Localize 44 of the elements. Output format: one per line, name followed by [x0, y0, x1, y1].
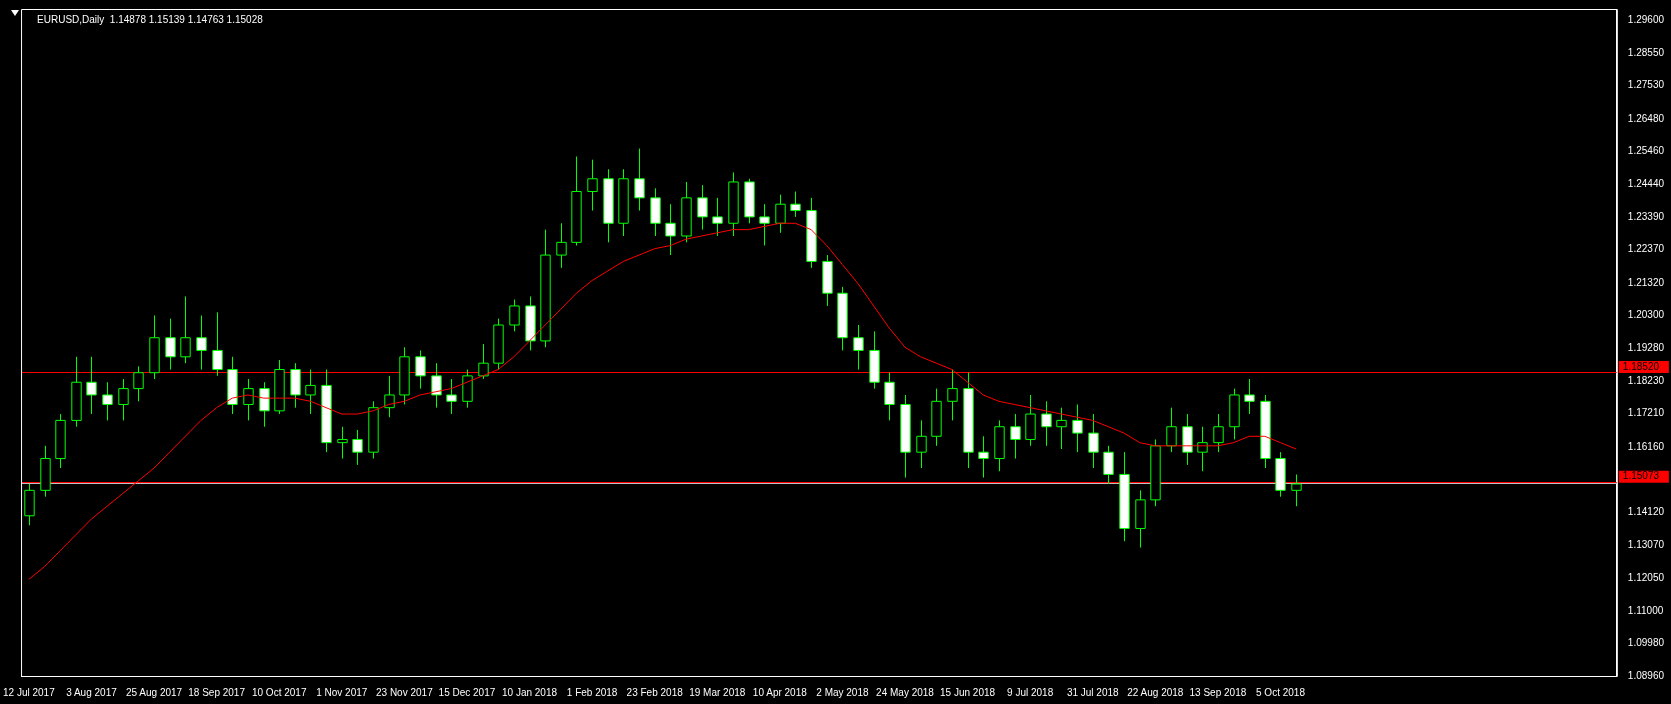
- y-tick-label: 1.11000: [1627, 604, 1664, 616]
- x-tick-label: 1 Feb 2018: [566, 686, 618, 698]
- x-tick-label: 9 Jul 2018: [1007, 686, 1054, 698]
- x-tick-label: 10 Oct 2017: [251, 686, 307, 698]
- y-tick-label: 1.18230: [1627, 375, 1665, 387]
- x-tick-label: 1 Nov 2017: [316, 686, 368, 698]
- y-tick-label: 1.19280: [1627, 341, 1665, 353]
- x-tick-label: 31 Jul 2018: [1066, 686, 1120, 698]
- y-tick-label: 1.09980: [1627, 637, 1665, 649]
- y-tick-label: 1.25460: [1627, 145, 1665, 157]
- y-tick-label: 1.20300: [1627, 309, 1665, 321]
- x-tick-label: 18 Sep 2017: [188, 686, 246, 698]
- x-tick-label: 5 Oct 2018: [1256, 686, 1306, 698]
- x-tick-label: 12 Jul 2017: [3, 686, 56, 698]
- y-tick-label: 1.28550: [1627, 46, 1665, 58]
- y-tick-label: 1.29600: [1627, 13, 1665, 25]
- x-tick-label: 23 Feb 2018: [626, 686, 684, 698]
- y-tick-label: 1.24440: [1627, 177, 1665, 189]
- x-tick-label: 25 Aug 2017: [125, 686, 183, 698]
- x-tick-label: 10 Jan 2018: [501, 686, 558, 698]
- y-tick-label: 1.14120: [1627, 505, 1665, 517]
- y-tick-label: 1.26480: [1627, 112, 1665, 124]
- x-tick-label: 3 Aug 2017: [66, 686, 118, 698]
- ref-line-label: 1.18520: [1622, 360, 1660, 372]
- y-tick-label: 1.21320: [1627, 276, 1665, 288]
- x-tick-label: 15 Jun 2018: [940, 686, 996, 698]
- y-tick-label: 1.17210: [1627, 407, 1665, 419]
- ref-line-label: 1.15073: [1622, 470, 1660, 482]
- y-tick-label: 1.08960: [1627, 669, 1665, 681]
- x-tick-label: 23 Nov 2017: [376, 686, 434, 698]
- y-tick-label: 1.12050: [1627, 571, 1665, 583]
- y-tick-label: 1.16160: [1627, 440, 1665, 452]
- x-tick-label: 10 Apr 2018: [752, 686, 808, 698]
- y-tick-label: 1.22370: [1627, 243, 1665, 255]
- x-tick-label: 22 Aug 2018: [1127, 686, 1184, 698]
- x-tick-label: 13 Sep 2018: [1189, 686, 1247, 698]
- x-tick-label: 2 May 2018: [816, 686, 869, 698]
- x-tick-label: 19 Mar 2018: [689, 686, 746, 698]
- y-tick-label: 1.23390: [1627, 210, 1665, 222]
- x-tick-label: 15 Dec 2017: [438, 686, 496, 698]
- text: EURUSD,Daily 1.14878 1.15139 1.14763 1.15028: [37, 13, 264, 25]
- x-tick-label: 24 May 2018: [876, 686, 935, 698]
- y-tick-label: 1.13070: [1627, 539, 1665, 551]
- y-tick-label: 1.27530: [1627, 79, 1665, 91]
